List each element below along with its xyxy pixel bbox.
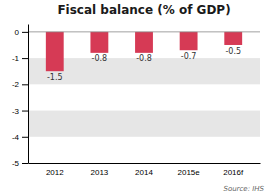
y-tick-label: -2 [12,80,20,89]
title: Fiscal balance (% of GDP) [57,3,230,17]
data-label: -0.5 [225,47,241,56]
y-tick: -5 [12,159,28,168]
y-tick-label: -1 [12,54,20,63]
x-tick: 2013 [90,163,108,177]
x-tick-label: 2013 [90,168,108,177]
y-tick-label: -3 [12,107,20,116]
plot: -1.5-0.8-0.8-0.7-0.50-1-2-3-4-5201220132… [12,25,261,177]
data-label: -0.8 [92,54,108,63]
x-tick-label: 2014 [135,168,153,177]
y-tick-label: -5 [12,159,20,168]
y-tick-mark [22,84,28,85]
bar [46,32,64,71]
x-axis: 2012 2013 2014 2015e 2016f [29,163,261,177]
data-label: -1.5 [47,73,63,82]
zero-line [28,31,260,32]
y-tick-mark [22,58,28,59]
x-tick: 2016f [223,163,244,177]
x-tick: 2012 [46,163,64,177]
y-tick-label: 0 [15,28,20,37]
bar [90,32,108,53]
x-tick: 2015e [177,163,200,177]
y-tick-mark [22,163,28,164]
y-tick: -3 [12,107,28,116]
annotation: Source: IHS [223,185,264,193]
y-tick-mark [22,137,28,138]
x-tick-label: 2015e [177,168,200,177]
x-axis-line [29,163,261,164]
bar [224,32,242,45]
bar [135,32,153,53]
y-tick-mark [22,111,28,112]
x-tick: 2014 [135,163,153,177]
y-axis-line [28,25,29,164]
y-axis: 0 -1 -2 -3 -4 -5 [12,25,29,169]
y-tick: 0 [15,28,28,37]
data-labels: -1.5 -0.8 -0.8 -0.7 -0.5 [47,47,241,82]
y-tick-label: -4 [12,133,20,142]
data-label: -0.7 [181,52,197,61]
x-tick-label: 2016f [223,168,244,177]
bar [180,32,198,50]
chart: Fiscal balance (% of GDP) -1.5 -0.8 -0.8 -0.… [0,0,268,195]
data-label: -0.8 [136,54,152,63]
grid-band [28,111,260,137]
y-tick: -1 [12,54,28,63]
x-tick-label: 2012 [46,168,64,177]
y-tick: -4 [12,133,28,142]
bars [46,32,242,71]
y-tick-mark [22,32,28,33]
y-tick: -2 [12,80,28,89]
